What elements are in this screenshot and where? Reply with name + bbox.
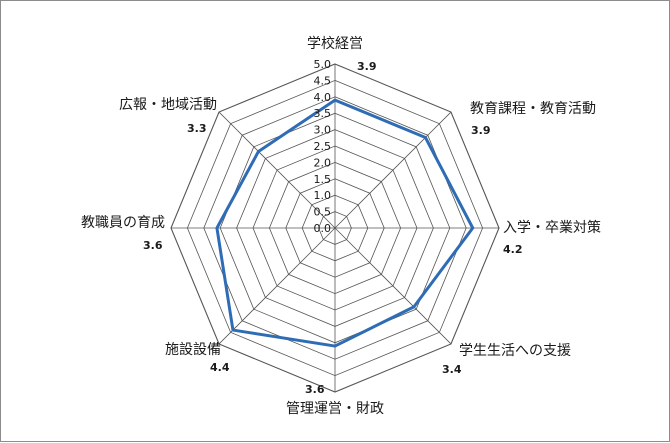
value-label: 3.9 [471,124,491,137]
category-label: 学校経営 [307,35,363,52]
tick-label: 3.5 [314,107,332,120]
category-label: 管理運営・財政 [286,401,384,417]
value-label: 3.6 [143,239,163,252]
tick-label: 1.0 [314,189,332,202]
tick-label: 1.5 [314,173,332,186]
category-label: 入学・卒業対策 [503,219,601,236]
tick-label: 4.5 [314,74,332,87]
value-label: 4.4 [210,361,230,374]
tick-label: 0.5 [314,206,332,219]
tick-label: 4.0 [314,91,332,104]
tick-label: 2.5 [314,140,332,153]
category-label: 学生生活への支援 [459,343,571,359]
tick-label: 3.0 [314,124,332,137]
value-label: 3.6 [305,383,325,396]
category-label: 施設設備 [165,342,221,358]
value-label: 4.2 [503,243,523,256]
category-label: 教職員の育成 [81,215,165,231]
value-label: 3.9 [357,60,377,73]
category-label: 教育課程・教育活動 [470,101,596,117]
value-label: 3.4 [442,363,462,376]
tick-label: 2.0 [314,156,332,169]
tick-label: 5.0 [314,58,332,71]
tick-label: 0.0 [314,222,332,235]
tick-layer: 0.0 0.5 1.0 1.5 2.0 2.5 3.0 3.5 4.0 4.5 5.0 [314,58,332,235]
value-label: 3.3 [187,122,207,135]
category-label: 広報・地域活動 [119,97,217,113]
